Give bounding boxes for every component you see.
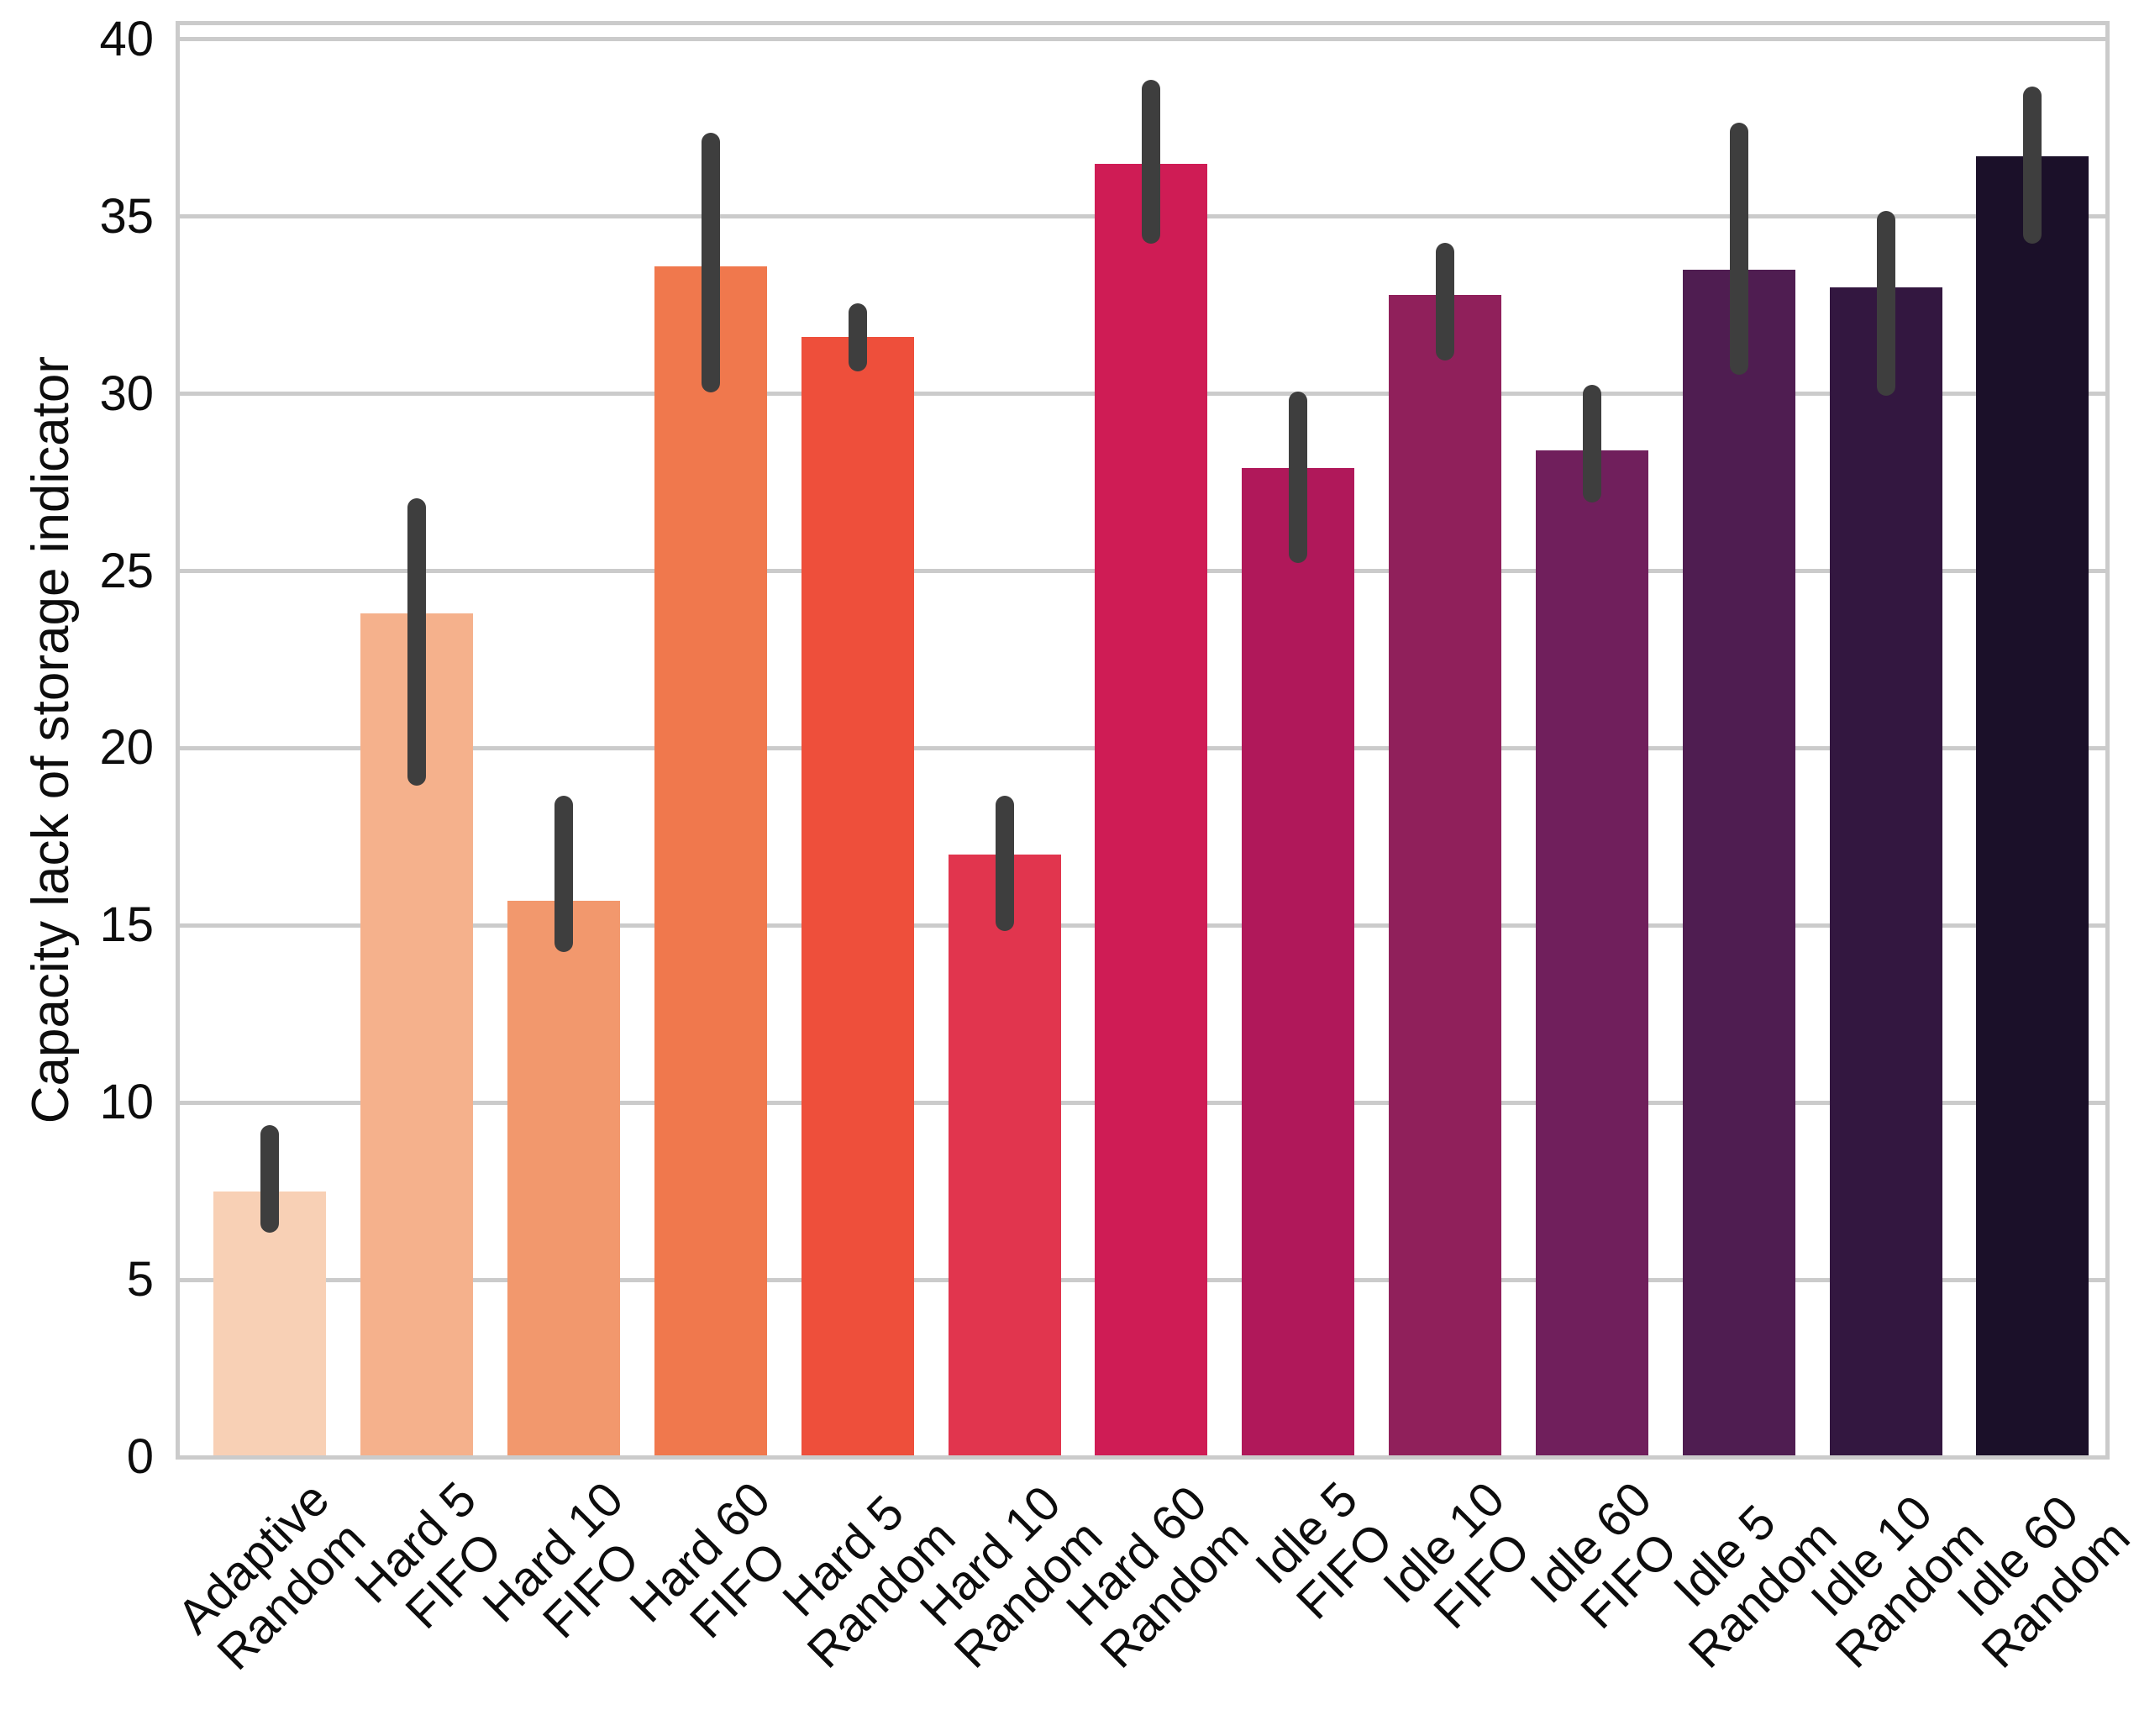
error-bar-idle-5-fifo [1289, 392, 1308, 563]
bar-idle-5-random [1682, 270, 1795, 1457]
bar-hard-10-fifo [507, 900, 621, 1457]
gridline-y-40 [178, 37, 2107, 42]
y-tick-label-25: 25 [99, 543, 154, 598]
bar-hard-5-random [801, 337, 914, 1457]
x-tick-label-text-idle-60-random: Idle 60 Random [1947, 1485, 2139, 1679]
error-bar-hard-5-random [848, 302, 867, 371]
x-tick-label-text-hard-60-random: Hard 60 Random [1056, 1475, 1259, 1679]
x-tick-label-text-idle-5-fifo: Idle 5 FIFO [1245, 1471, 1404, 1630]
error-bar-hard-60-fifo [701, 133, 720, 393]
error-bar-hard-10-random [995, 795, 1014, 932]
error-bar-idle-5-random [1729, 122, 1748, 375]
y-tick-label-20: 20 [99, 720, 154, 776]
bar-hard-60-random [1095, 163, 1208, 1457]
y-tick-label-40: 40 [99, 11, 154, 66]
bar-idle-10-random [1829, 287, 1942, 1457]
error-bar-hard-60-random [1142, 80, 1161, 244]
error-bar-hard-5-fifo [407, 497, 427, 786]
y-tick-label-35: 35 [99, 188, 154, 244]
x-tick-label-text-idle-10-fifo: Idle 10 FIFO [1373, 1471, 1541, 1639]
error-bar-adaptive-random [260, 1125, 280, 1233]
bar-idle-60-random [1976, 156, 2089, 1457]
error-bar-idle-10-random [1876, 211, 1895, 397]
y-tick-label-15: 15 [99, 897, 154, 953]
error-bar-idle-60-random [2023, 87, 2042, 244]
bar-idle-60-fifo [1535, 450, 1648, 1457]
x-tick-label-text-hard-5-fifo: Hard 5 FIFO [344, 1471, 512, 1639]
y-tick-label-10: 10 [99, 1075, 154, 1130]
y-tick-label-0: 0 [126, 1429, 154, 1484]
y-tick-label-30: 30 [99, 366, 154, 421]
bar-hard-60-fifo [654, 266, 767, 1457]
y-tick-label-5: 5 [126, 1252, 154, 1307]
bar-adaptive-random [213, 1191, 327, 1457]
error-bar-idle-60-fifo [1582, 384, 1601, 502]
bar-idle-10-fifo [1389, 294, 1502, 1457]
bar-idle-5-fifo [1242, 468, 1355, 1457]
error-bar-idle-10-fifo [1436, 243, 1455, 361]
bar-hard-10-random [948, 855, 1061, 1457]
error-bar-hard-10-fifo [554, 795, 574, 953]
